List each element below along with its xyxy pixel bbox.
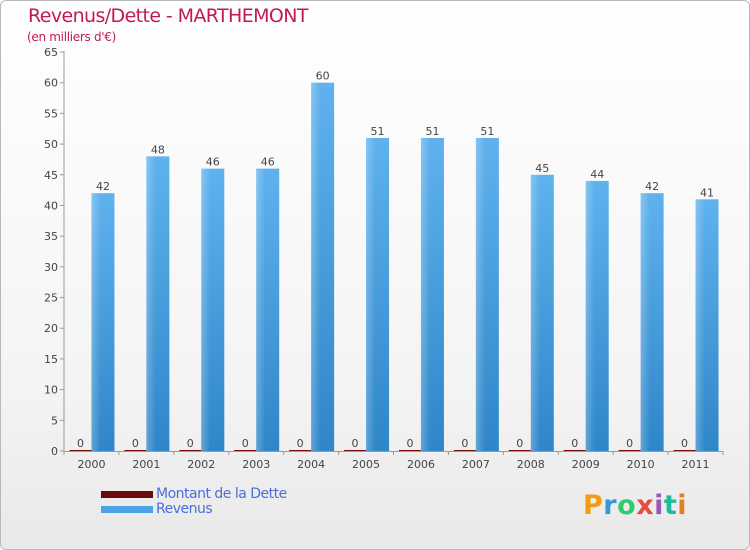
y-tick-label: 5 [51, 414, 58, 427]
bar-dette [563, 450, 586, 451]
chart-title: Revenus/Dette - MARTHEMONT [28, 5, 308, 27]
legend-item-dette: Montant de la Dette [101, 486, 287, 502]
y-tick-label: 25 [44, 292, 58, 305]
value-label-revenus: 45 [535, 162, 549, 175]
y-tick-label: 15 [44, 353, 58, 366]
y-tick-label: 20 [44, 322, 58, 335]
y-tick-label: 65 [44, 46, 58, 59]
y-tick-label: 55 [44, 107, 58, 120]
value-label-dette: 0 [297, 437, 304, 450]
value-label-revenus: 51 [371, 125, 385, 138]
x-tick-label: 2004 [297, 458, 325, 471]
y-tick-label: 35 [44, 230, 58, 243]
x-tick-label: 2002 [187, 458, 215, 471]
value-label-revenus: 51 [480, 125, 494, 138]
y-tick-label: 10 [44, 384, 58, 397]
y-tick-label: 0 [51, 445, 58, 458]
logo-letter: r [603, 490, 618, 521]
y-tick-label: 40 [44, 199, 58, 212]
value-label-revenus: 42 [96, 180, 110, 193]
bar-dette [508, 450, 531, 451]
y-tick-label: 60 [44, 77, 58, 90]
value-label-dette: 0 [352, 437, 359, 450]
value-label-revenus: 51 [425, 125, 439, 138]
bar-dette [673, 450, 696, 451]
legend-item-revenus: Revenus [101, 501, 213, 517]
bar-revenus-shade [146, 156, 170, 451]
proxiti-logo[interactable]: Proxiti [583, 490, 687, 521]
value-label-dette: 0 [406, 437, 413, 450]
x-tick-label: 2007 [462, 458, 490, 471]
x-tick-label: 2008 [517, 458, 545, 471]
x-tick-label: 2010 [627, 458, 655, 471]
value-label-dette: 0 [77, 437, 84, 450]
bar-revenus-shade [585, 180, 609, 451]
logo-letter: o [617, 490, 637, 521]
value-label-dette: 0 [187, 437, 194, 450]
bar-revenus-shade [530, 174, 554, 451]
value-label-dette: 0 [132, 437, 139, 450]
x-tick-label: 2001 [132, 458, 160, 471]
bar-revenus-shade [256, 168, 280, 451]
x-tick-label: 2003 [242, 458, 270, 471]
value-label-dette: 0 [571, 437, 578, 450]
logo-letter: x [636, 490, 655, 521]
bar-revenus-shade [201, 168, 225, 451]
value-label-dette: 0 [681, 437, 688, 450]
bar-dette [618, 450, 641, 451]
bar-revenus-shade [695, 199, 719, 451]
y-tick-label: 45 [44, 169, 58, 182]
value-label-revenus: 41 [700, 186, 714, 199]
value-label-dette: 0 [461, 437, 468, 450]
value-label-revenus: 44 [590, 168, 604, 181]
bar-revenus-shade [366, 137, 390, 451]
y-tick-label: 30 [44, 261, 58, 274]
legend-label-revenus: Revenus [156, 501, 213, 517]
x-tick-label: 2011 [682, 458, 710, 471]
legend-label-dette: Montant de la Dette [156, 486, 287, 502]
value-label-revenus: 48 [151, 143, 165, 156]
logo-letter: P [583, 490, 604, 521]
value-label-revenus: 42 [645, 180, 659, 193]
value-label-dette: 0 [242, 437, 249, 450]
y-tick-label: 50 [44, 138, 58, 151]
bar-revenus-shade [475, 137, 499, 451]
bar-revenus-shade [640, 193, 664, 451]
chart-subtitle: (en milliers d'€) [27, 30, 117, 44]
x-tick-label: 2000 [77, 458, 105, 471]
bar-revenus-shade [91, 193, 115, 451]
x-tick-label: 2006 [407, 458, 435, 471]
legend-swatch-dette [101, 490, 153, 498]
bar-dette [234, 450, 257, 451]
logo-letter: i [654, 490, 664, 521]
x-tick-label: 2005 [352, 458, 380, 471]
bar-dette [453, 450, 476, 451]
bar-dette [124, 450, 147, 451]
bar-dette [179, 450, 202, 451]
value-label-dette: 0 [516, 437, 523, 450]
value-label-dette: 0 [626, 437, 633, 450]
x-tick-label: 2009 [572, 458, 600, 471]
value-label-revenus: 46 [206, 156, 220, 169]
bar-dette [69, 450, 92, 451]
bar-dette [344, 450, 367, 451]
logo-letter: i [677, 490, 688, 521]
bar-dette [398, 450, 421, 451]
logo-letter: t [663, 490, 678, 521]
bar-dette [289, 450, 312, 451]
legend-swatch-revenus [101, 505, 153, 513]
value-label-revenus: 60 [316, 70, 330, 83]
bar-revenus-shade [420, 137, 444, 451]
value-label-revenus: 46 [261, 156, 275, 169]
bar-revenus-shade [311, 82, 335, 451]
